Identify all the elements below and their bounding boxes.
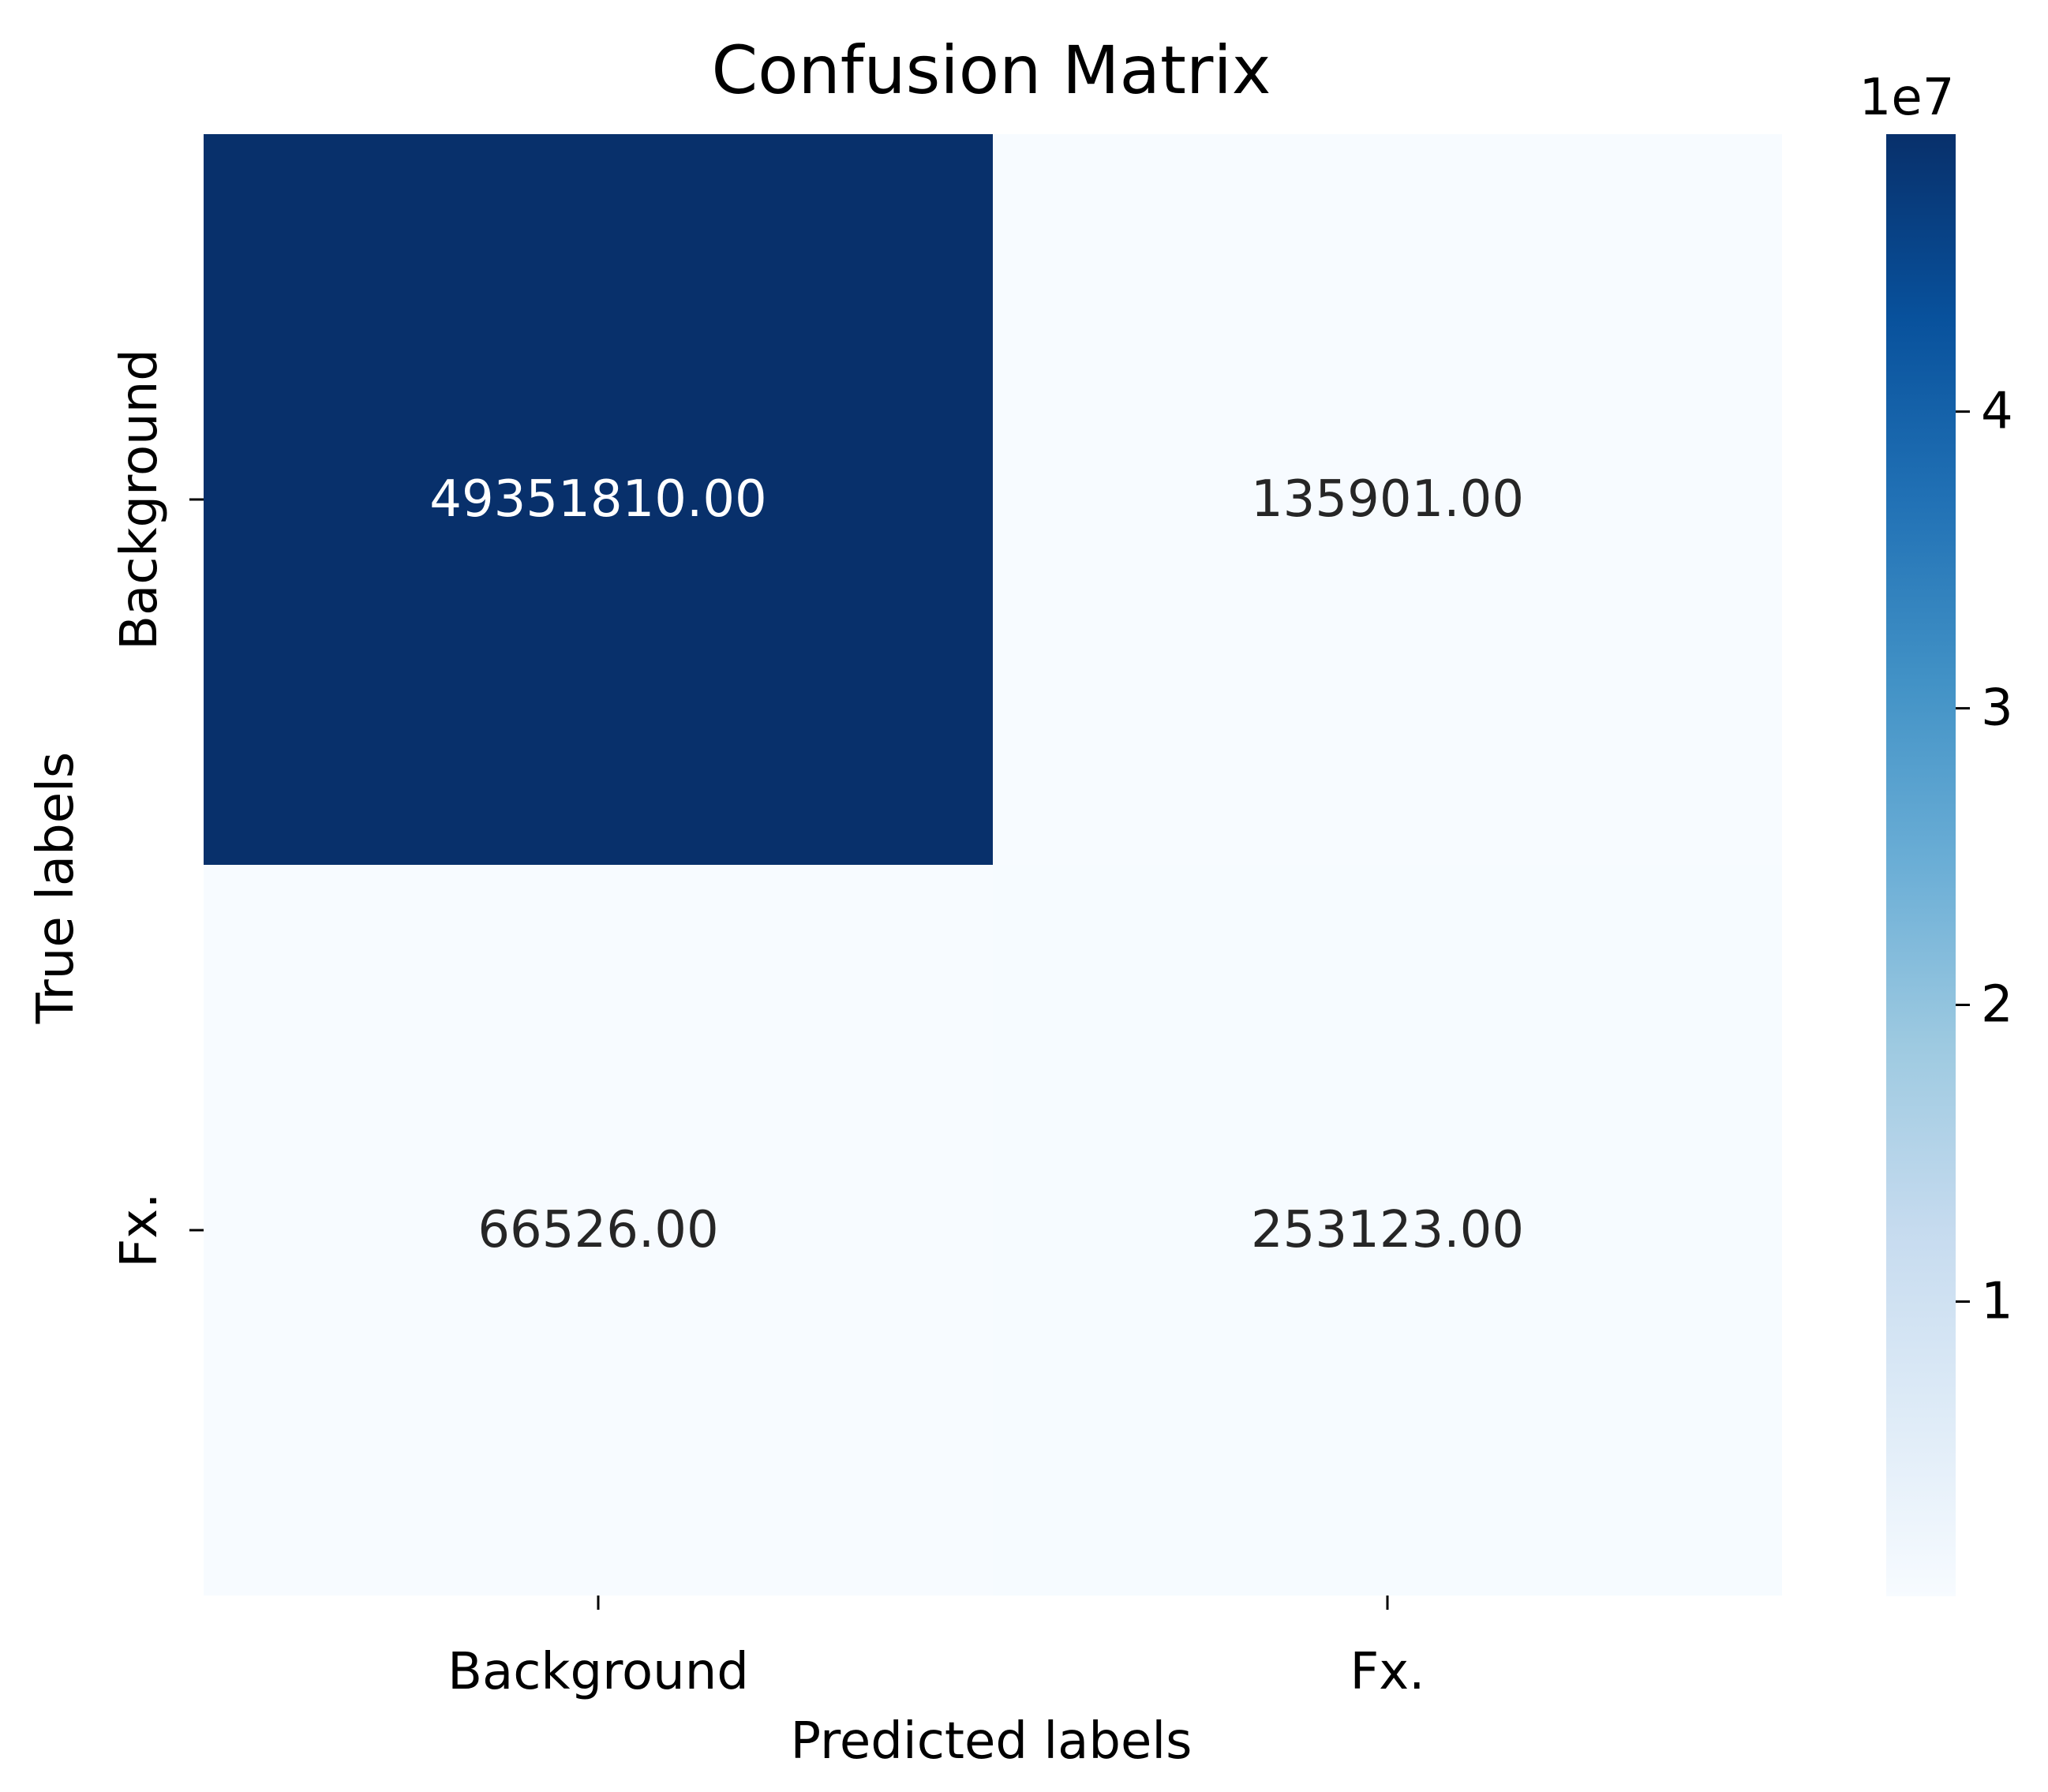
cell-value-label-1-1: 253123.00	[1251, 1201, 1524, 1259]
heatmap-cell-labels: 49351810.00 135901.00 66526.00 253123.00	[429, 470, 1524, 1259]
cell-value-label-0-0: 49351810.00	[429, 470, 767, 529]
y-tick-label-0: Background	[110, 349, 169, 650]
x-tick-label-0: Background	[447, 1643, 749, 1701]
colorbar-tick-label-2: 3	[1981, 679, 2013, 738]
heatmap-cell-0-0	[204, 134, 993, 865]
heatmap-cells	[204, 134, 1782, 1596]
colorbar: 1e7 1 2 3 4	[1859, 69, 2013, 1596]
colorbar-tick-label-0: 1	[1981, 1273, 2013, 1331]
cell-value-label-1-0: 66526.00	[477, 1201, 718, 1259]
chart-title: Confusion Matrix	[712, 32, 1271, 109]
x-tick-label-1: Fx.	[1350, 1643, 1425, 1701]
heatmap-cell-0-1	[993, 134, 1782, 865]
heatmap-cell-1-1	[993, 865, 1782, 1596]
colorbar-offset-label: 1e7	[1859, 69, 1955, 127]
heatmap-cell-1-0	[204, 865, 993, 1596]
y-tick-label-1: Fx.	[110, 1192, 169, 1267]
cell-value-label-0-1: 135901.00	[1251, 470, 1524, 529]
colorbar-ticks: 1 2 3 4	[1956, 383, 2013, 1331]
colorbar-tick-label-3: 4	[1981, 383, 2013, 441]
colorbar-gradient	[1886, 134, 1956, 1596]
axes: Background Fx. Background Fx.	[110, 349, 1425, 1701]
colorbar-tick-label-1: 2	[1981, 976, 2013, 1034]
x-axis-label: Predicted labels	[791, 1712, 1192, 1771]
y-axis-label: True labels	[27, 752, 85, 1024]
